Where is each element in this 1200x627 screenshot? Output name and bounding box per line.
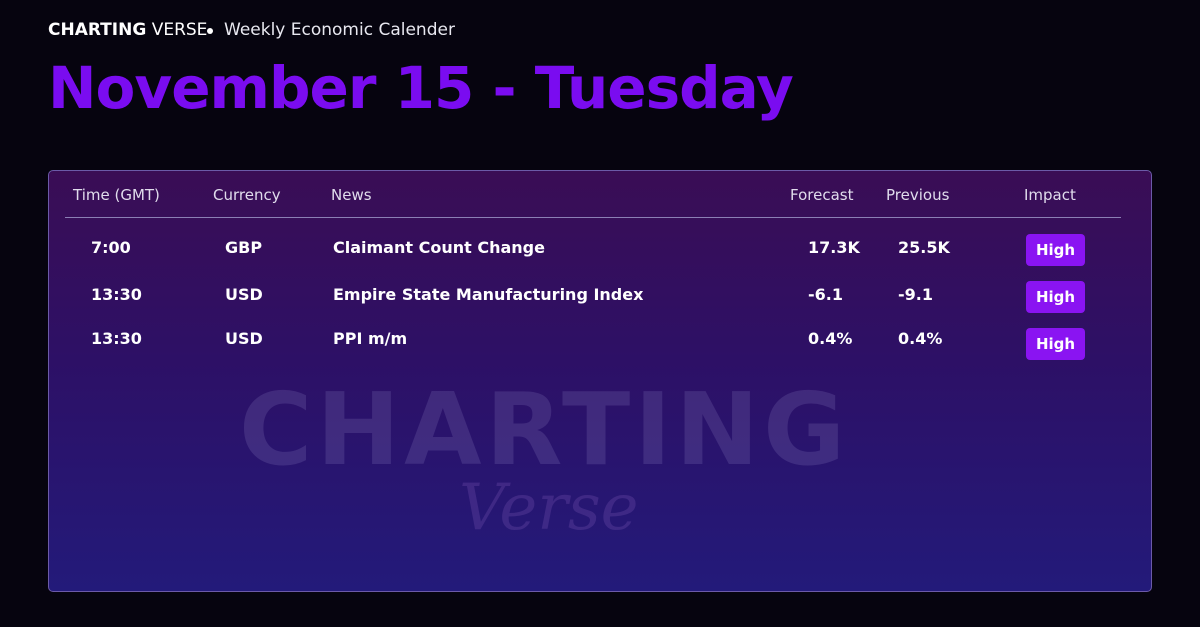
cell: Empire State Manufacturing Index — [333, 285, 644, 304]
bullet — [207, 28, 213, 34]
cell: 13:30 — [91, 329, 142, 348]
watermark: Verse — [459, 471, 639, 545]
brand-light: VERSE — [151, 20, 208, 40]
header-rule — [65, 217, 1121, 218]
cell: PPI m/m — [333, 329, 408, 348]
cell: GBP — [225, 238, 263, 257]
cell: 0.4% — [808, 329, 853, 348]
cell: 0.4% — [898, 329, 943, 348]
column-header: Time (GMT) — [73, 186, 160, 204]
column-header: Forecast — [790, 186, 854, 204]
calendar-panel: CHARTING Verse Time (GMT) Currency News For… — [48, 170, 1152, 592]
cell: Claimant Count Change — [333, 238, 545, 257]
cell: -9.1 — [898, 285, 933, 304]
cell: 17.3K — [808, 238, 860, 257]
subtitle: Weekly Economic Calender — [224, 20, 455, 40]
cell: 7:00 — [91, 238, 131, 257]
column-header: Impact — [1024, 186, 1076, 204]
cell: USD — [225, 285, 263, 304]
column-header: Previous — [886, 186, 950, 204]
cell: -6.1 — [808, 285, 843, 304]
impact-badge: High — [1026, 281, 1085, 313]
impact-badge: High — [1026, 328, 1085, 360]
brand-bold: CHARTING — [48, 20, 147, 40]
watermark: CHARTING — [239, 371, 850, 488]
column-header: News — [331, 186, 372, 204]
impact-badge: High — [1026, 234, 1085, 266]
cell: 13:30 — [91, 285, 142, 304]
cell: USD — [225, 329, 263, 348]
cell: 25.5K — [898, 238, 950, 257]
title: November 15 - Tuesday — [48, 54, 794, 122]
column-header: Currency — [213, 186, 281, 204]
brand: CHARTING VERSE — [48, 20, 207, 40]
